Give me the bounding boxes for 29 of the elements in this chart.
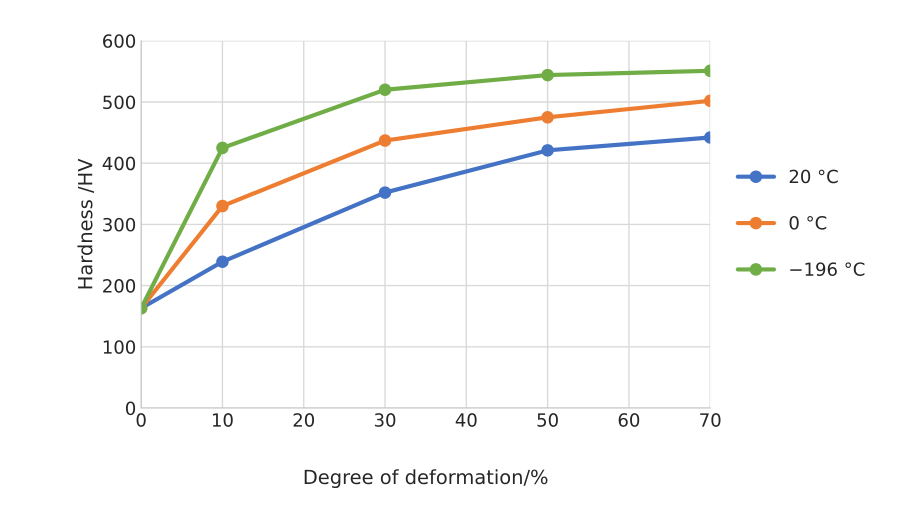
y-tick-label: 300 <box>103 218 136 232</box>
legend-label: 20 °C <box>790 170 838 184</box>
point <box>541 144 554 157</box>
point <box>378 186 392 199</box>
y-tick-label: 0 <box>126 401 136 416</box>
legend-label: −196 °C <box>790 262 864 276</box>
legend-label: 0 °C <box>790 216 826 230</box>
x-axis-title: Degree of deformation/% <box>304 469 548 488</box>
x-tick-label: 40 <box>456 413 477 427</box>
point <box>216 255 229 268</box>
point <box>541 111 554 124</box>
point <box>216 142 229 154</box>
x-tick-label: 10 <box>212 413 233 427</box>
x-tick-label: 0 <box>136 413 146 427</box>
x-tick-label: 60 <box>618 413 640 427</box>
point <box>378 84 392 96</box>
y-tick-label: 600 <box>103 34 136 48</box>
point <box>216 200 229 212</box>
x-tick-label: 70 <box>700 413 720 427</box>
point <box>541 68 554 82</box>
x-tick-label: 20 <box>294 413 314 427</box>
x-tick-label: 50 <box>538 413 558 427</box>
y-tick-label: 400 <box>102 156 136 170</box>
x-tick-label: 30 <box>374 413 396 427</box>
y-tick-label: 100 <box>104 340 136 354</box>
point <box>378 134 392 147</box>
y-axis-title: Hardness /HV <box>77 158 94 288</box>
y-tick-label: 500 <box>103 95 136 110</box>
y-tick-label: 200 <box>103 279 136 293</box>
